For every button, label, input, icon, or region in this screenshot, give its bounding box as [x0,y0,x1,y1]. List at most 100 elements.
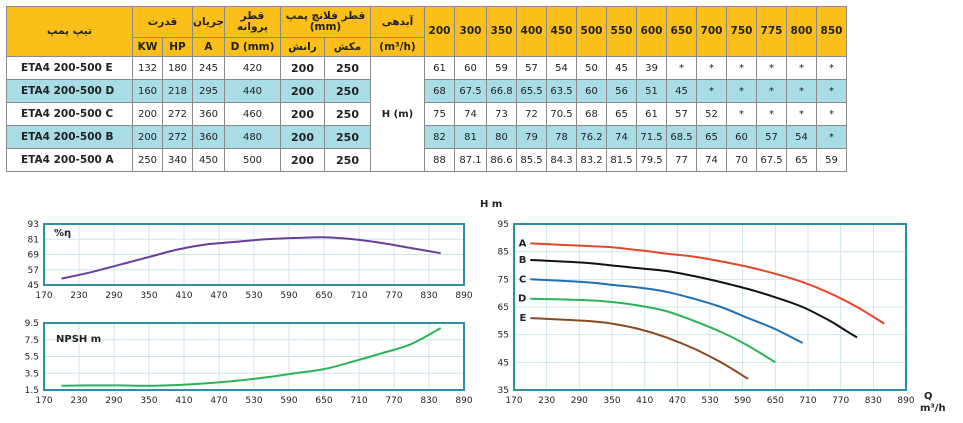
header-dmm: D (mm) [224,37,281,57]
y-tick-label: 7.5 [25,336,39,346]
header-flow: 450 [546,6,577,57]
header-current: جریان [192,6,225,38]
outlet-cell: 200 [280,79,325,103]
head-value-cell: 57 [666,102,697,126]
impeller-cell: 460 [224,102,281,126]
head-value-cell: 81.5 [606,148,637,172]
head-value-cell: 68 [424,79,455,103]
head-value-cell: 79 [516,125,547,149]
x-tick-label: 650 [315,291,332,301]
head-value-cell: 87.1 [454,148,487,172]
model-cell: ETA4 200-500 D [6,79,133,103]
header-flow: 850 [816,6,847,57]
header-flow: 300 [454,6,487,57]
series-label: C [519,274,526,285]
x-tick-label: 530 [245,396,262,406]
head-value-cell: 71.5 [636,125,667,149]
head-value-cell: 54 [786,125,817,149]
head-value-cell: * [816,125,847,149]
head-value-cell: 60 [576,79,607,103]
x-tick-label: 470 [210,291,227,301]
series-line [530,278,804,344]
head-value-cell: * [726,102,757,126]
impeller-cell: 440 [224,79,281,103]
head-value-cell: 88 [424,148,455,172]
series-label: B [519,255,527,266]
inlet-cell: 250 [324,148,371,172]
series-line [530,317,749,380]
x-tick-label: 170 [505,396,522,406]
x-tick-label: 710 [799,396,816,406]
y-tick-label: 75 [498,275,509,285]
inlet-cell: 250 [324,102,371,126]
plot-frame [513,223,907,391]
x-tick-label: 290 [105,396,122,406]
head-value-cell: * [756,79,787,103]
header-flow: 600 [636,6,667,57]
x-tick-label: 410 [636,396,653,406]
head-value-cell: 86.6 [486,148,517,172]
head-value-cell: 79.5 [636,148,667,172]
head-value-cell: * [696,79,727,103]
head-value-cell: 74 [696,148,727,172]
head-value-cell: 84.3 [546,148,577,172]
hp-cell: 180 [162,56,193,80]
x-tick-label: 650 [767,396,784,406]
x-tick-label: 890 [897,396,914,406]
head-value-cell: 63.5 [546,79,577,103]
x-tick-label: 590 [280,291,297,301]
head-value-cell: 65 [786,148,817,172]
x-tick-label: 770 [385,396,402,406]
table-row: ETA4 200-500 B 200 272 360 480 200 250 82 81 80 79… [6,125,847,149]
x-tick-label: 770 [385,291,402,301]
y-tick-label: 85 [498,248,509,258]
y-tick-label: 9.5 [25,319,39,329]
x-tick-label: 290 [105,291,122,301]
head-value-cell: 85.5 [516,148,547,172]
series-line [61,236,441,280]
series-label: D [518,294,526,305]
header-flow: 350 [486,6,517,57]
y-tick-label: 3.5 [25,369,39,379]
head-value-cell: * [756,56,787,80]
kw-cell: 250 [132,148,163,172]
table-row: ETA4 200-500 C 200 272 360 460 200 250 75 74 73 72… [6,102,847,126]
x-tick-label: 770 [832,396,849,406]
x-tick-label: 590 [280,396,297,406]
y-tick-label: 95 [498,220,509,230]
head-value-cell: 60 [454,56,487,80]
y-tick-label: 93 [28,220,39,230]
header-amp: A [192,37,225,57]
y-tick-label: 55 [498,331,509,341]
x-tick-label: 830 [420,396,437,406]
current-cell: 360 [192,125,225,149]
x-tick-label: 710 [350,396,367,406]
table-row: ETA4 200-500 A 250 340 450 500 200 250 88 87.1 86… [6,148,847,172]
y-tick-label: 5.5 [25,353,39,363]
head-value-cell: * [726,79,757,103]
header-flow-label: آبدهی [370,6,425,38]
y-tick-label: 1.5 [25,386,39,396]
x-axis-title: Q [924,391,933,402]
header-flow: 550 [606,6,637,57]
header-impeller: قطر پروانه [224,6,281,38]
plot-frame [43,223,465,286]
x-axis-unit: m³/h [920,403,946,414]
hp-cell: 272 [162,125,193,149]
kw-cell: 160 [132,79,163,103]
header-flow: 500 [576,6,607,57]
head-value-cell: 78 [546,125,577,149]
model-cell: ETA4 200-500 A [6,148,133,172]
inlet-cell: 250 [324,79,371,103]
x-tick-label: 590 [734,396,751,406]
x-tick-label: 530 [245,291,262,301]
x-tick-label: 170 [35,291,52,301]
x-tick-label: 230 [538,396,555,406]
x-tick-label: 890 [455,291,472,301]
head-value-cell: 51 [636,79,667,103]
head-value-cell: 75 [424,102,455,126]
series-label: E [519,313,526,324]
head-value-cell: 60 [726,125,757,149]
series-line [530,242,885,325]
